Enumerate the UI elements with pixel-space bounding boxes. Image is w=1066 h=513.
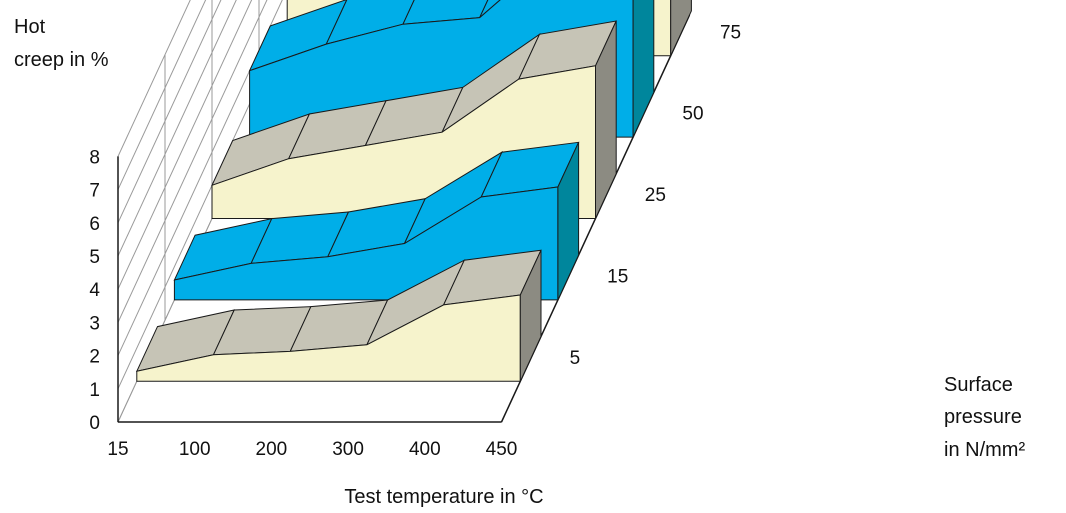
- z-axis-title-line-1: Surface: [944, 374, 1013, 396]
- x-axis-title: Test temperature in °C: [344, 486, 543, 508]
- y-axis-title-line-2: creep in %: [14, 49, 109, 71]
- series-end-cap: [595, 20, 617, 219]
- x-tick-label: 400: [409, 439, 441, 460]
- x-tick-label: 100: [179, 439, 211, 460]
- axis-labels: Hot creep in % Test temperature in °C Su…: [14, 16, 1025, 508]
- left-wall-horizontal-gridline: [117, 0, 191, 157]
- y-tick-label: 0: [89, 413, 100, 434]
- series-ribbon: [135, 249, 542, 382]
- series-end-cap: [519, 249, 542, 382]
- ribbons: [135, 0, 692, 382]
- series-front-face: [136, 294, 521, 382]
- y-tick-label: 8: [89, 147, 100, 168]
- z-tick-label: 50: [682, 104, 703, 125]
- x-tick-label: 450: [486, 439, 518, 460]
- left-wall-horizontal-gridline: [117, 0, 207, 190]
- z-tick-label: 25: [645, 185, 666, 206]
- x-tick-label: 15: [107, 439, 128, 460]
- series-end-cap: [557, 142, 580, 301]
- y-tick-label: 7: [89, 181, 100, 202]
- x-tick-label: 300: [332, 439, 364, 460]
- y-tick-label: 2: [89, 347, 100, 368]
- y-axis-title-line-1: Hot: [14, 16, 46, 38]
- series-end-cap: [670, 0, 692, 56]
- z-tick-label: 75: [720, 22, 741, 43]
- z-tick-label: 5: [570, 348, 581, 369]
- z-tick-label: 15: [607, 266, 628, 287]
- z-axis-title-line-3: in N/mm²: [944, 439, 1025, 461]
- z-axis-title-line-2: pressure: [944, 406, 1022, 428]
- x-tick-label: 200: [256, 439, 288, 460]
- y-tick-label: 4: [89, 280, 100, 301]
- y-tick-label: 5: [89, 247, 100, 268]
- y-tick-label: 1: [89, 380, 100, 401]
- y-tick-label: 6: [89, 214, 100, 235]
- series-end-cap: [632, 0, 655, 138]
- y-tick-label: 3: [89, 313, 100, 334]
